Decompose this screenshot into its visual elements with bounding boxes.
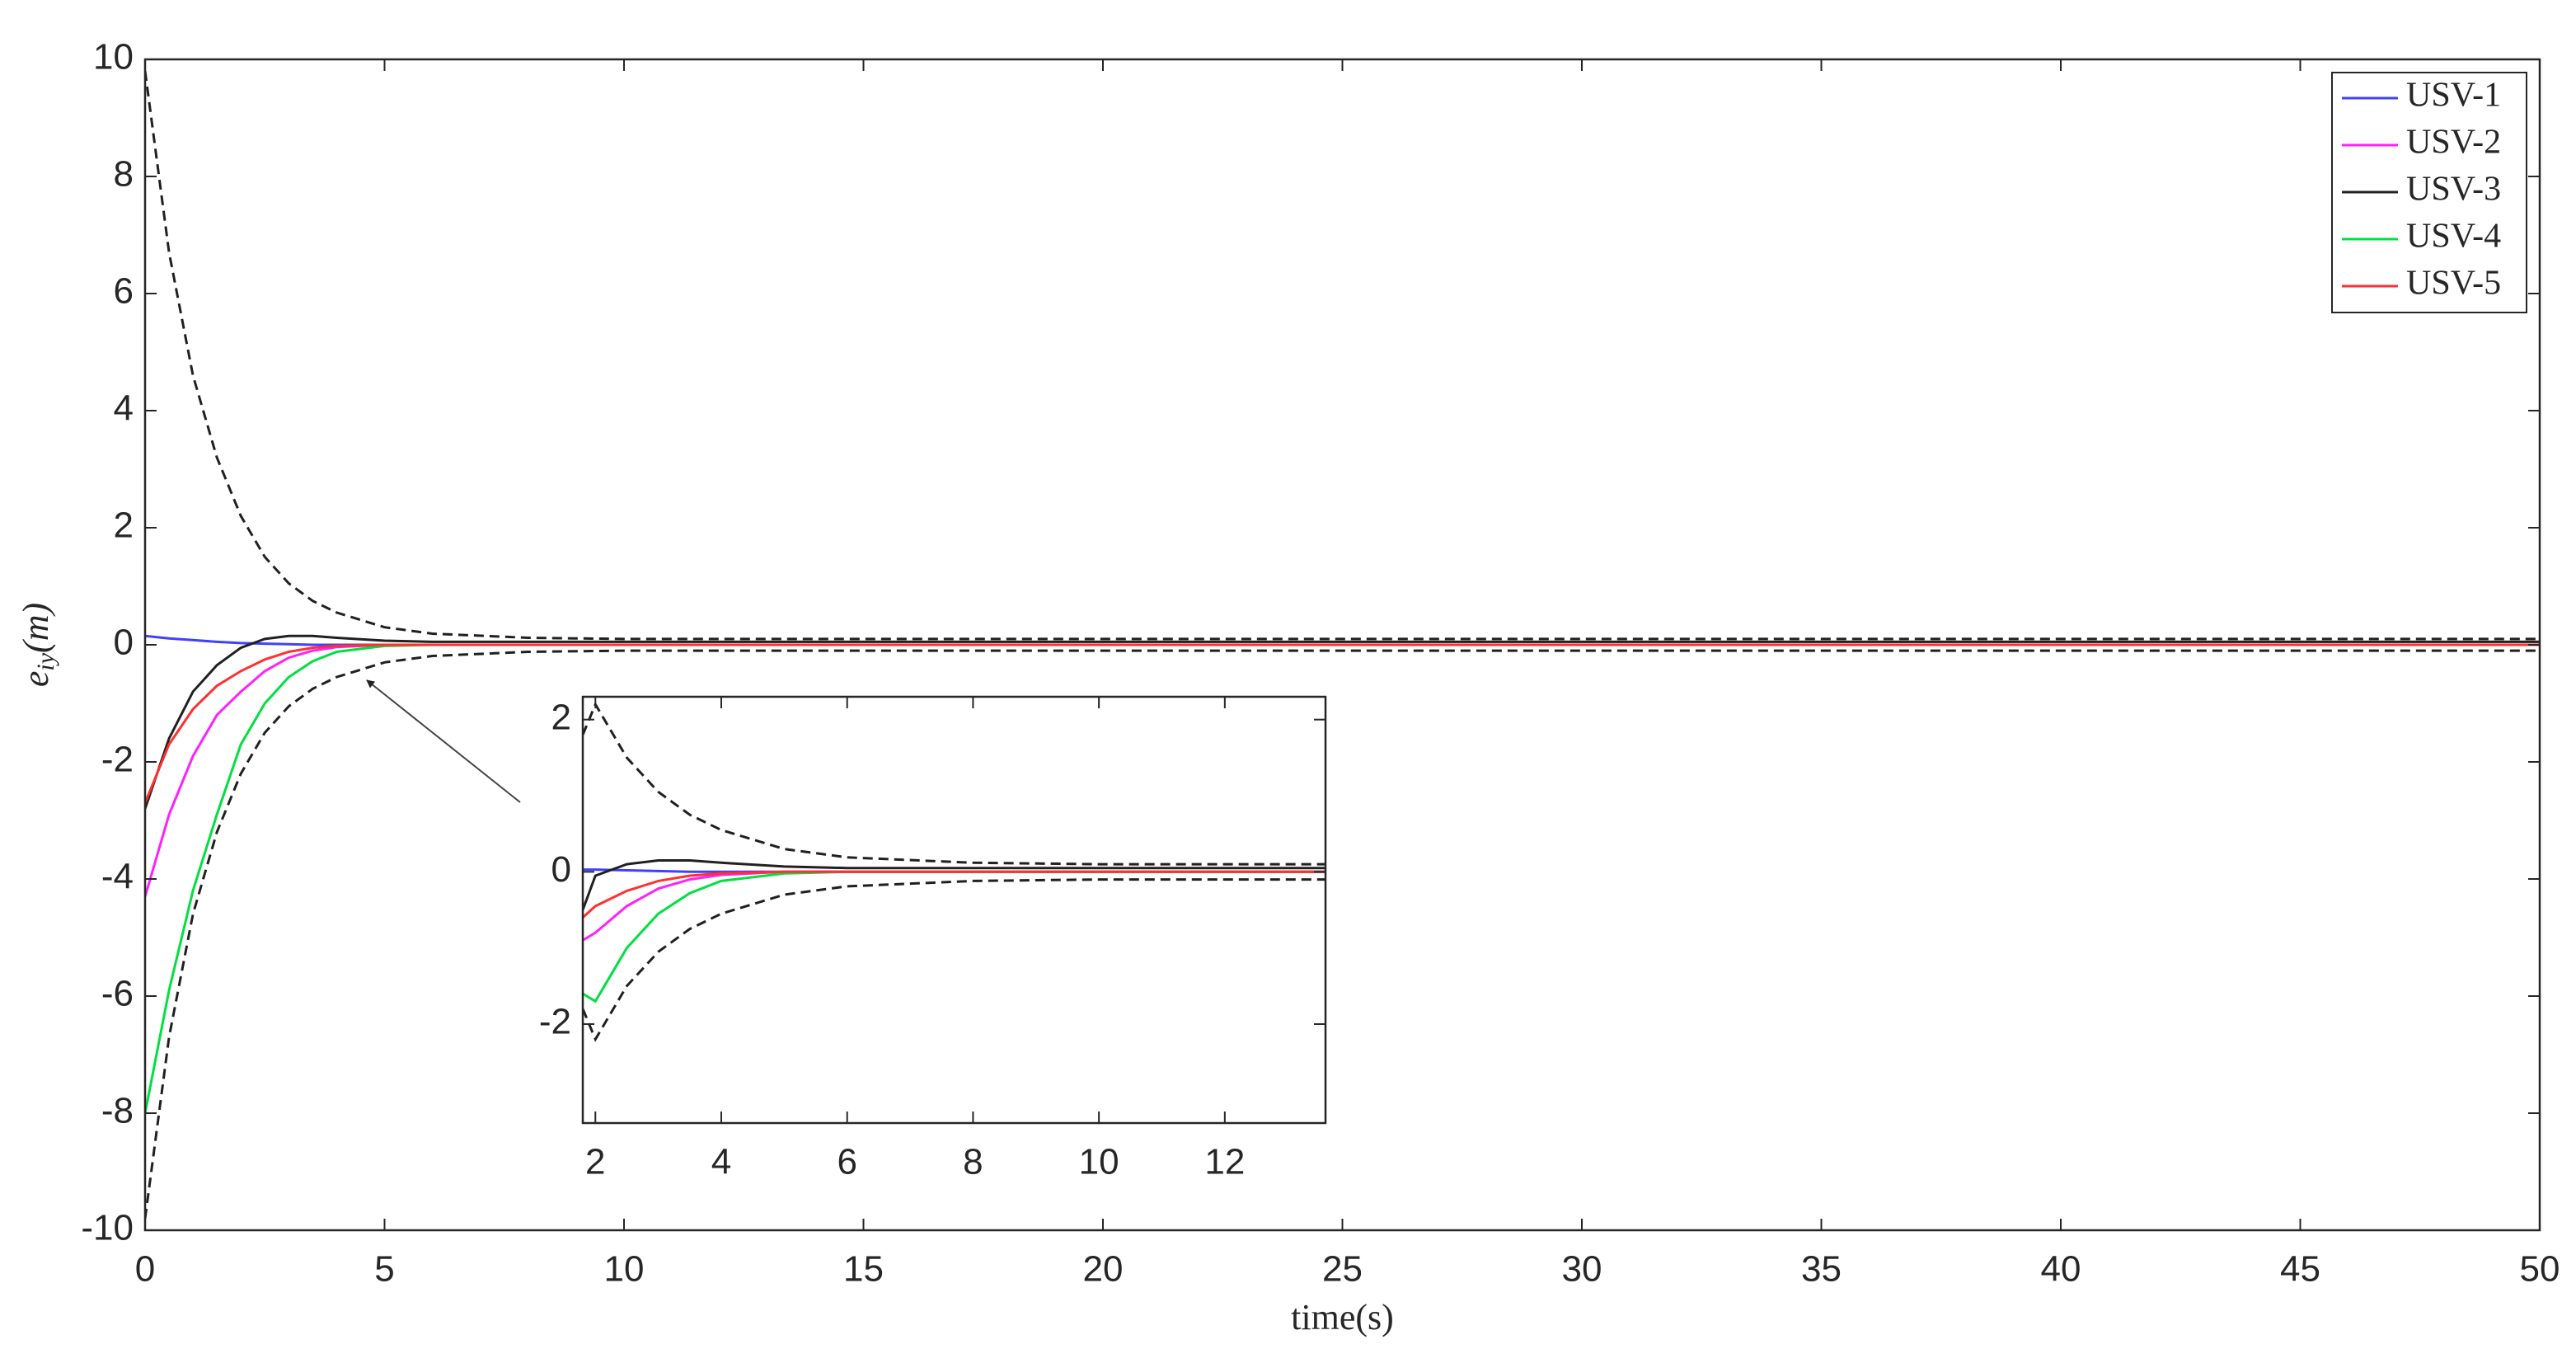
y-tick-label: 6 <box>114 271 134 312</box>
legend-label: USV-3 <box>2406 171 2501 209</box>
y-tick-label: 2 <box>551 697 571 737</box>
series-line <box>583 859 1326 911</box>
axes-frame <box>581 695 1327 1125</box>
x-tick-label: 35 <box>1801 1249 1842 1290</box>
y-tick-label: -4 <box>101 857 134 897</box>
x-tick-label: 5 <box>374 1249 394 1290</box>
x-tick-label: 30 <box>1562 1249 1602 1290</box>
y-tick-label: 0 <box>551 849 571 890</box>
x-tick-label: 2 <box>585 1142 605 1182</box>
legend-label: USV-4 <box>2406 218 2501 256</box>
series-line <box>145 649 2540 1219</box>
x-tick-label: 50 <box>2520 1249 2560 1290</box>
series-line <box>145 71 2540 641</box>
x-tick-label: 10 <box>604 1249 645 1290</box>
legend-label: USV-5 <box>2406 265 2501 303</box>
x-tick-label: 8 <box>963 1142 983 1182</box>
x-tick-label: 4 <box>711 1142 731 1182</box>
x-tick-label: 40 <box>2041 1249 2081 1290</box>
x-tick-label: 6 <box>837 1142 856 1182</box>
y-tick-label: -2 <box>539 1002 571 1042</box>
y-tick-label: 2 <box>114 505 134 546</box>
y-tick-label: 0 <box>114 623 134 663</box>
y-tick-label: 4 <box>114 388 134 429</box>
y-axis-label: eiy(m) <box>16 603 59 687</box>
x-tick-label: 10 <box>1079 1142 1119 1182</box>
y-tick-label: -6 <box>101 974 134 1014</box>
plot-lines <box>583 701 1326 1042</box>
axes-frame <box>143 58 2541 1232</box>
y-tick-label: 10 <box>93 37 134 78</box>
annotation-arrow <box>366 679 521 803</box>
x-tick-label: 45 <box>2280 1249 2320 1290</box>
plot-area <box>583 697 1326 1123</box>
y-tick-label: -8 <box>101 1091 134 1131</box>
x-tick-label: 20 <box>1083 1249 1124 1290</box>
y-tick-label: 8 <box>114 154 134 195</box>
y-tick-label: -2 <box>101 740 134 780</box>
x-tick-label: 12 <box>1204 1142 1245 1182</box>
x-tick-label: 25 <box>1322 1249 1363 1290</box>
x-tick-label: 0 <box>135 1249 155 1290</box>
series-line <box>145 634 2540 810</box>
y-tick-label: -10 <box>81 1208 134 1248</box>
x-tick-label: 15 <box>843 1249 884 1290</box>
x-axis-label: time(s) <box>1291 1297 1394 1337</box>
plot-lines <box>145 71 2540 1219</box>
legend-label: USV-1 <box>2406 77 2501 115</box>
legend-label: USV-2 <box>2406 124 2501 162</box>
series-line <box>583 870 1326 919</box>
series-line <box>145 643 2540 804</box>
